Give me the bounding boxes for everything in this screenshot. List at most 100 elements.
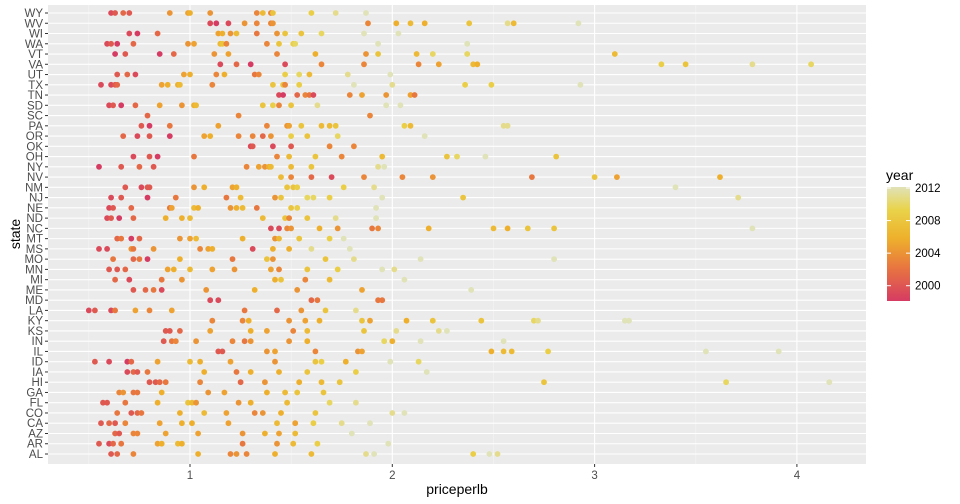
data-point: [270, 20, 276, 27]
data-point: [363, 51, 369, 57]
y-tick-label: TN: [28, 90, 43, 102]
data-point: [286, 317, 292, 324]
data-point: [310, 420, 317, 427]
data-point: [435, 328, 442, 334]
data-point: [318, 122, 325, 129]
data-point: [435, 61, 442, 68]
data-point: [197, 379, 204, 386]
data-point: [340, 235, 347, 242]
data-point: [351, 256, 357, 262]
data-point: [292, 40, 299, 47]
data-point: [310, 92, 317, 98]
data-point: [239, 235, 246, 242]
y-tick-label: IL: [33, 346, 43, 358]
data-point: [423, 369, 430, 375]
data-point: [138, 410, 145, 416]
data-point: [162, 328, 169, 334]
data-point: [371, 184, 377, 191]
data-point: [241, 338, 248, 345]
data-point: [268, 225, 274, 232]
data-point: [383, 102, 390, 109]
data-point: [130, 256, 137, 262]
data-point: [193, 235, 200, 242]
data-point: [110, 256, 116, 262]
data-point: [306, 92, 313, 98]
data-point: [96, 163, 102, 170]
data-point: [120, 10, 127, 16]
data-point: [132, 102, 139, 109]
data-point: [152, 379, 159, 386]
data-point: [195, 451, 202, 457]
data-point: [203, 287, 210, 293]
data-point: [276, 235, 282, 242]
data-point: [411, 92, 418, 98]
data-point: [124, 71, 131, 78]
data-point: [114, 410, 121, 416]
legend-tick-label: 2012: [915, 183, 941, 195]
data-point: [110, 205, 116, 211]
legend-colorbar: [887, 187, 910, 301]
data-point: [375, 297, 381, 304]
data-point: [146, 307, 153, 314]
data-point: [229, 256, 236, 262]
data-point: [122, 51, 129, 57]
data-point: [118, 194, 125, 201]
data-point: [403, 317, 410, 324]
data-point: [308, 451, 315, 457]
y-tick-label: SD: [27, 100, 43, 112]
data-point: [524, 225, 531, 232]
data-point: [387, 358, 394, 365]
data-point: [274, 30, 280, 37]
y-tick-label: NC: [26, 223, 43, 235]
data-point: [270, 102, 276, 109]
data-point: [177, 256, 183, 262]
data-point: [490, 225, 497, 232]
data-point: [156, 51, 163, 57]
y-tick-label: OK: [26, 141, 43, 153]
data-point: [237, 379, 244, 386]
data-point: [415, 358, 422, 365]
data-point: [276, 40, 282, 47]
x-axis: 1 2 3 4: [187, 464, 801, 482]
data-point: [201, 133, 208, 140]
data-point: [239, 440, 246, 447]
data-point: [201, 369, 208, 375]
y-tick-label: WI: [29, 29, 43, 41]
data-point: [106, 266, 112, 273]
data-point: [351, 143, 357, 150]
data-point: [272, 348, 278, 355]
data-point: [282, 389, 288, 396]
data-point: [464, 40, 471, 47]
data-point: [144, 112, 151, 119]
data-point: [233, 451, 240, 457]
data-point: [128, 358, 135, 365]
data-point: [278, 174, 284, 181]
data-point: [112, 10, 118, 16]
data-point: [185, 399, 191, 406]
data-point: [207, 10, 214, 16]
data-point: [130, 246, 137, 252]
y-tick-label: KS: [28, 326, 44, 338]
data-point: [326, 143, 333, 150]
data-point: [316, 317, 323, 324]
data-point: [444, 328, 450, 334]
data-point: [304, 328, 311, 334]
data-point: [359, 287, 365, 293]
data-point: [288, 225, 294, 232]
data-point: [288, 174, 294, 181]
data-point: [286, 338, 292, 345]
data-point: [304, 215, 311, 222]
data-point: [541, 379, 547, 386]
data-point: [359, 317, 365, 324]
data-point: [385, 440, 392, 447]
y-tick-label: AZ: [28, 428, 43, 440]
data-point: [146, 379, 153, 386]
data-point: [164, 266, 171, 273]
data-point: [302, 276, 309, 283]
y-tick-label: NJ: [29, 193, 43, 205]
data-point: [237, 194, 244, 201]
data-point: [304, 194, 311, 201]
data-point: [682, 61, 689, 68]
data-point: [379, 153, 386, 160]
data-point: [363, 10, 369, 16]
